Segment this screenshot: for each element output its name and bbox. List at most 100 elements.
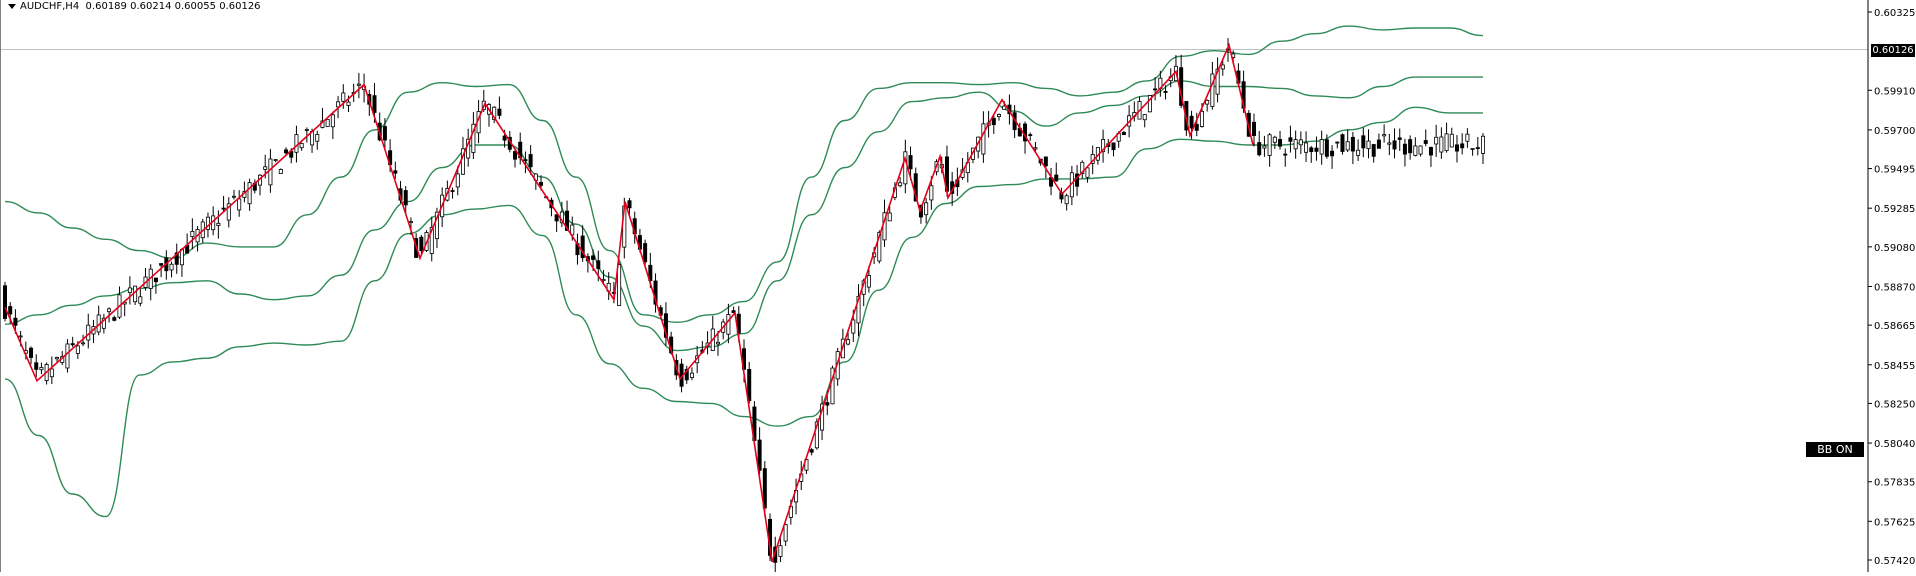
candle-body — [539, 181, 544, 186]
candle-body — [1194, 123, 1199, 131]
candle-body — [39, 367, 44, 371]
candle-body — [1340, 134, 1345, 152]
candle-body — [1304, 142, 1309, 153]
candle-body — [1408, 139, 1413, 154]
candle-body — [898, 182, 903, 187]
collapse-triangle-icon[interactable] — [8, 3, 16, 9]
candle-body — [1215, 68, 1220, 95]
candle-body — [778, 545, 783, 557]
candle-body — [341, 92, 346, 102]
candle-body — [929, 185, 934, 201]
candle-body — [783, 524, 788, 542]
candle-body — [1220, 64, 1225, 70]
y-tick-label: 0.58040 — [1874, 439, 1915, 450]
current-price-label: 0.60126 — [1871, 43, 1915, 57]
candle-body — [1121, 131, 1126, 135]
candle-body — [304, 129, 309, 131]
candle-body — [419, 236, 424, 252]
candle-body — [565, 210, 570, 231]
candle-body — [101, 317, 106, 329]
bb-toggle-button[interactable]: BB ON — [1806, 442, 1864, 457]
candle-body — [1267, 134, 1272, 156]
candle-body — [70, 343, 75, 346]
candle-body — [1454, 144, 1459, 152]
candle-body — [1147, 95, 1152, 113]
candle-body — [1189, 115, 1194, 129]
candle-body — [434, 211, 439, 240]
candle-body — [179, 249, 184, 266]
candle-body — [830, 367, 835, 405]
close-value: 0.60126 — [219, 1, 261, 12]
candle-body — [216, 222, 221, 226]
open-value: 0.60189 — [85, 1, 127, 12]
candle-body — [1142, 114, 1147, 121]
candle-body — [268, 158, 273, 186]
candle-body — [846, 339, 851, 345]
candle-body — [1080, 161, 1085, 174]
candle-body — [1418, 145, 1423, 155]
y-tick-label: 0.58250 — [1874, 399, 1915, 410]
candle-body — [429, 226, 434, 254]
candle-body — [299, 143, 304, 149]
candle-body — [528, 154, 533, 168]
candle-body — [1413, 145, 1418, 156]
candle-body — [81, 342, 86, 345]
candle-body — [372, 95, 377, 113]
candle-body — [1345, 141, 1350, 151]
candle-body — [1387, 142, 1392, 145]
candle-body — [205, 216, 210, 230]
candle-body — [747, 368, 752, 402]
candle-body — [1465, 133, 1470, 142]
candle-body — [1293, 139, 1298, 150]
candle-body — [34, 362, 39, 370]
candle-body — [908, 155, 913, 170]
candle-body — [1033, 147, 1038, 150]
candle-body — [825, 402, 830, 406]
candle-body — [1470, 148, 1475, 150]
candle-body — [1350, 136, 1355, 152]
y-tick-label: 0.59080 — [1874, 243, 1915, 254]
candle-body — [757, 439, 762, 471]
candle-body — [226, 203, 231, 221]
candle-body — [450, 190, 455, 192]
candle-body — [492, 106, 497, 121]
candle-body — [315, 134, 320, 142]
candle-body — [356, 83, 361, 86]
candle-body — [382, 126, 387, 141]
candle-body — [1262, 145, 1267, 149]
candle-body — [1481, 135, 1486, 154]
candle-body — [221, 207, 226, 210]
bollinger-middle-band — [4, 76, 1483, 352]
candle-body — [877, 232, 882, 262]
candle-body — [1460, 143, 1465, 149]
candle-body — [1402, 143, 1407, 155]
candle-body — [403, 190, 408, 206]
candle-body — [591, 255, 596, 260]
candle-body — [231, 195, 236, 198]
candle-body — [336, 101, 341, 108]
candle-body — [18, 335, 23, 338]
candle-body — [643, 243, 648, 263]
candle-body — [851, 319, 856, 334]
low-value: 0.60055 — [174, 1, 216, 12]
candle-body — [554, 214, 559, 222]
candle-body — [523, 159, 528, 161]
y-tick-label: 0.59285 — [1874, 204, 1915, 215]
candle-body — [1278, 139, 1283, 147]
candle-body — [1449, 133, 1454, 148]
candle-body — [284, 149, 289, 154]
candle-body — [1356, 149, 1361, 156]
bollinger-upper-band — [4, 25, 1484, 324]
candle-body — [153, 277, 158, 283]
candle-body — [887, 212, 892, 222]
candle-body — [1288, 137, 1293, 142]
candle-body — [1382, 134, 1387, 137]
candle-body — [502, 135, 507, 141]
candle-body — [1101, 139, 1106, 153]
candle-body — [393, 170, 398, 174]
candle-body — [174, 252, 179, 265]
candle-body — [1324, 139, 1329, 157]
candle-body — [866, 275, 871, 288]
